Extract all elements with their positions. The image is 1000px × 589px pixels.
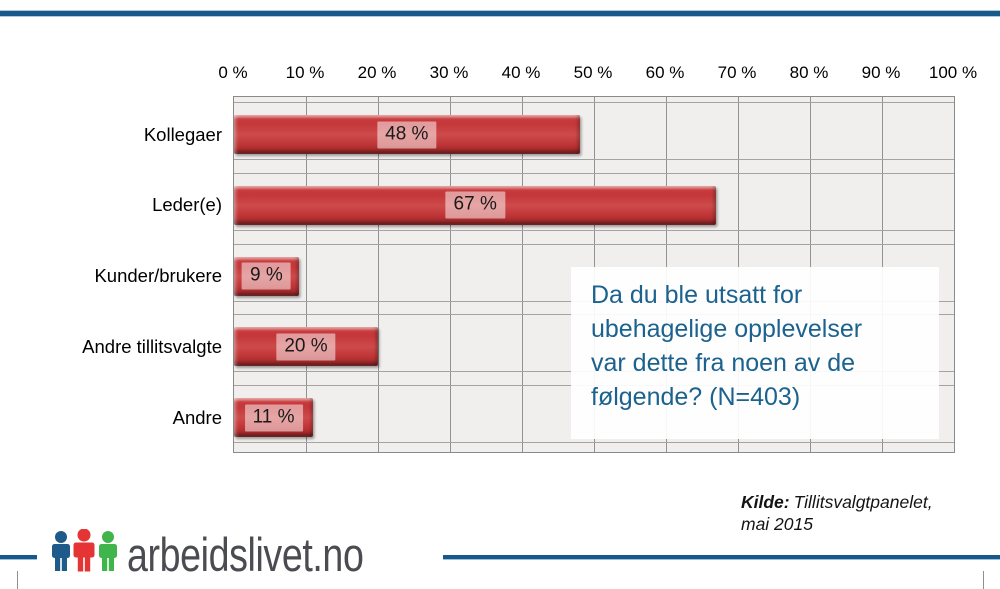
gridline-horizontal (234, 172, 954, 174)
source-name: Tillitsvalgtpanelet, (793, 492, 933, 512)
x-tick-label: 60 % (645, 63, 685, 82)
x-axis: 0 % 10 % 20 % 30 % 40 % 50 % 60 % 70 % 80 % 90 % 1… (218, 63, 977, 85)
gridline-vertical (449, 97, 451, 452)
x-tick-label: 100 % (928, 63, 978, 82)
gridline-horizontal (234, 243, 954, 245)
plot-area: 48 % 67 % 9 % 20 % 11 % Da du ble utsatt for … (233, 96, 955, 453)
crop-mark-left (17, 571, 18, 589)
people-icon (52, 528, 117, 572)
x-tick-label: 40 % (501, 63, 541, 82)
source-label: Kilde: (741, 492, 790, 512)
crop-mark-right (983, 571, 984, 589)
question-annotation: Da du ble utsatt for ubehagelige oppleve… (571, 267, 939, 439)
x-tick-label: 50 % (573, 63, 613, 82)
bar-value-label: 67 % (445, 191, 505, 219)
bar: 20 % (234, 327, 378, 367)
source-date: mai 2015 (741, 514, 813, 534)
arbeidslivet-logo (51, 528, 119, 582)
bar: 9 % (234, 256, 299, 296)
bar: 67 % (234, 185, 717, 225)
category-label: Leder(e) (152, 194, 222, 216)
bar-value-label: 20 % (276, 333, 336, 361)
x-tick-label: 90 % (861, 63, 901, 82)
bar-value-label: 11 % (244, 404, 303, 431)
source-note: Kilde: Tillitsvalgtpanelet, mai 2015 (741, 491, 933, 535)
bar: 11 % (234, 398, 314, 437)
gridline-horizontal (234, 229, 954, 231)
footer-rule-right (443, 555, 1000, 560)
footer-rule-left (0, 555, 37, 560)
category-label: Andre tillitsvalgte (82, 335, 222, 357)
bar-value-label: 9 % (242, 262, 291, 290)
x-tick-label: 80 % (789, 63, 829, 82)
gridline-vertical (377, 97, 379, 452)
gridline-vertical (521, 97, 523, 452)
bar-value-label: 48 % (377, 121, 437, 148)
bar: 48 % (234, 115, 580, 154)
gridline-horizontal (234, 159, 954, 160)
x-tick-label: 30 % (429, 63, 469, 82)
gridline-vertical (305, 97, 307, 452)
logo-wordmark: arbeidslivet.no (127, 528, 364, 581)
x-tick-label: 10 % (285, 63, 325, 82)
category-label: Kollegaer (143, 123, 222, 145)
gridline-horizontal (234, 442, 954, 443)
x-tick-label: 70 % (717, 63, 757, 82)
category-label: Andre (172, 406, 222, 428)
gridline-horizontal (234, 102, 954, 103)
category-label: Kunder/brukere (94, 265, 222, 286)
top-border-line (0, 10, 1000, 17)
x-tick-label: 0 % (218, 63, 248, 82)
x-tick-label: 20 % (357, 63, 397, 82)
